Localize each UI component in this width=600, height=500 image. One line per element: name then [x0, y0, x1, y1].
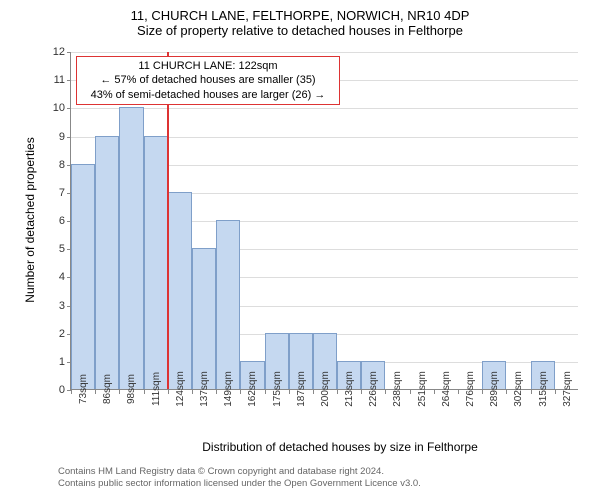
xtick-mark	[71, 390, 72, 394]
xtick-mark	[144, 390, 145, 394]
xtick-label: 200sqm	[316, 371, 331, 407]
xtick-label: 315sqm	[534, 371, 549, 407]
annotation-line: 11 CHURCH LANE: 122sqm	[83, 59, 333, 73]
xtick-label: 289sqm	[485, 371, 500, 407]
xtick-mark	[168, 390, 169, 394]
xtick-mark	[410, 390, 411, 394]
xtick-label: 175sqm	[268, 371, 283, 407]
xtick-mark	[240, 390, 241, 394]
xtick-label: 276sqm	[461, 371, 476, 407]
xtick-label: 213sqm	[340, 371, 355, 407]
ytick-mark	[67, 52, 71, 53]
xtick-label: 264sqm	[437, 371, 452, 407]
histogram-bar	[95, 136, 119, 390]
xtick-label: 73sqm	[74, 374, 89, 404]
xtick-mark	[458, 390, 459, 394]
xtick-mark	[289, 390, 290, 394]
annotation-line: ← 57% of detached houses are smaller (35…	[83, 73, 333, 87]
xtick-label: 327sqm	[558, 371, 573, 407]
histogram-bar	[192, 248, 216, 389]
ytick-mark	[67, 108, 71, 109]
xtick-mark	[555, 390, 556, 394]
xtick-mark	[192, 390, 193, 394]
xtick-mark	[265, 390, 266, 394]
xtick-label: 86sqm	[98, 374, 113, 404]
y-axis-label: Number of detached properties	[23, 120, 37, 320]
xtick-mark	[482, 390, 483, 394]
xtick-mark	[385, 390, 386, 394]
xtick-label: 226sqm	[364, 371, 379, 407]
xtick-mark	[361, 390, 362, 394]
attribution-footer: Contains HM Land Registry data © Crown c…	[58, 466, 421, 491]
xtick-mark	[506, 390, 507, 394]
xtick-label: 98sqm	[122, 374, 137, 404]
chart-title: 11, CHURCH LANE, FELTHORPE, NORWICH, NR1…	[8, 8, 592, 23]
annotation-line: 43% of semi-detached houses are larger (…	[83, 88, 333, 102]
chart-subtitle: Size of property relative to detached ho…	[8, 23, 592, 38]
histogram-bar	[71, 164, 95, 389]
xtick-label: 187sqm	[292, 371, 307, 407]
xtick-mark	[216, 390, 217, 394]
footer-line-1: Contains HM Land Registry data © Crown c…	[58, 466, 421, 478]
chart-container: 11, CHURCH LANE, FELTHORPE, NORWICH, NR1…	[8, 8, 592, 492]
annotation-box: 11 CHURCH LANE: 122sqm← 57% of detached …	[76, 56, 340, 105]
histogram-bar	[119, 107, 143, 389]
xtick-mark	[337, 390, 338, 394]
xtick-label: 162sqm	[243, 371, 258, 407]
xtick-mark	[119, 390, 120, 394]
ytick-mark	[67, 137, 71, 138]
xtick-label: 111sqm	[147, 372, 162, 406]
footer-line-2: Contains public sector information licen…	[58, 478, 421, 490]
gridline	[71, 108, 578, 109]
xtick-label: 137sqm	[195, 371, 210, 407]
xtick-label: 251sqm	[413, 371, 428, 407]
xtick-label: 149sqm	[219, 371, 234, 407]
histogram-bar	[168, 192, 192, 389]
xtick-mark	[313, 390, 314, 394]
x-axis-label: Distribution of detached houses by size …	[48, 440, 600, 454]
xtick-mark	[95, 390, 96, 394]
histogram-bar	[144, 136, 168, 390]
gridline	[71, 52, 578, 53]
xtick-mark	[434, 390, 435, 394]
xtick-mark	[531, 390, 532, 394]
xtick-label: 124sqm	[171, 371, 186, 407]
xtick-label: 302sqm	[509, 371, 524, 407]
histogram-bar	[216, 220, 240, 389]
xtick-label: 238sqm	[388, 371, 403, 407]
ytick-mark	[67, 80, 71, 81]
